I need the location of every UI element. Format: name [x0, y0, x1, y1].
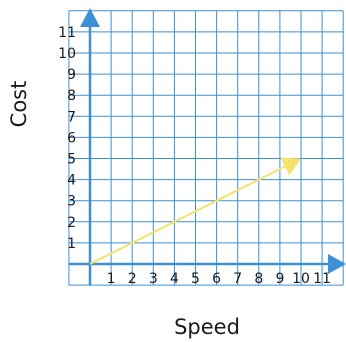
x-tick-label: 10 — [292, 271, 310, 287]
arrow-head — [280, 157, 301, 176]
x-tick-label: 8 — [254, 271, 263, 287]
x-tick-label: 4 — [170, 271, 179, 287]
x-tick-label: 6 — [212, 271, 221, 287]
x-tick-labels: 1 2 3 4 5 6 7 8 9 10 11 — [107, 271, 331, 287]
y-tick-label: 1 — [67, 236, 76, 252]
x-tick-label: 9 — [275, 271, 284, 287]
y-axis-title: Cost — [7, 81, 31, 128]
x-tick-label: 3 — [149, 271, 158, 287]
y-tick-label: 4 — [67, 173, 76, 189]
x-axis-arrowhead — [328, 254, 346, 274]
data-arrow — [89, 157, 301, 265]
y-tick-label: 2 — [67, 215, 76, 231]
axes — [68, 8, 346, 286]
y-tick-label: 10 — [58, 46, 76, 62]
arrow-shaft — [89, 165, 286, 265]
y-tick-label: 6 — [67, 130, 76, 146]
y-tick-labels: 1 2 3 4 5 6 7 8 9 10 11 — [58, 25, 76, 252]
y-tick-label: 3 — [67, 194, 76, 210]
y-tick-label: 7 — [67, 109, 76, 125]
y-tick-label: 5 — [67, 152, 76, 168]
x-axis-title: Speed — [174, 315, 240, 339]
x-tick-label: 7 — [233, 271, 242, 287]
x-tick-label: 11 — [313, 271, 331, 287]
grid — [68, 10, 344, 286]
x-tick-label: 5 — [191, 271, 200, 287]
y-axis-arrowhead — [80, 8, 100, 27]
y-tick-label: 8 — [67, 88, 76, 104]
x-tick-label: 1 — [107, 271, 116, 287]
x-tick-label: 2 — [128, 271, 137, 287]
y-tick-label: 9 — [67, 67, 76, 83]
y-tick-label: 11 — [58, 25, 76, 41]
